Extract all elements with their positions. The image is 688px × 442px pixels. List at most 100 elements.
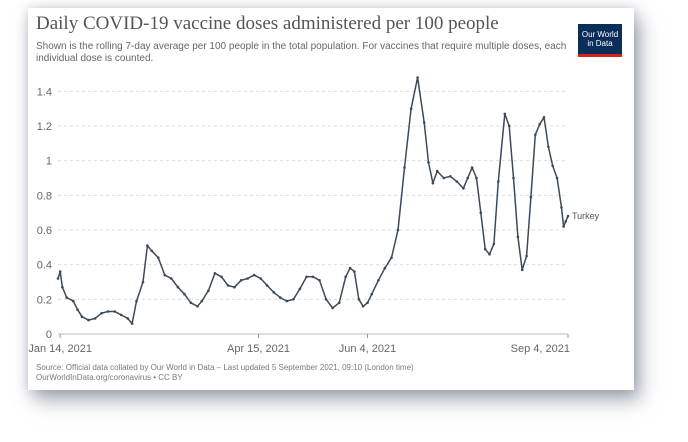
series-point-0-18: [150, 249, 153, 253]
y-tick-label-5: 1: [46, 156, 52, 168]
series-point-0-6: [80, 315, 84, 319]
series-point-0-81: [516, 235, 520, 239]
series-point-0-33: [246, 277, 249, 280]
series-point-0-58: [396, 228, 400, 232]
series-point-0-64: [431, 181, 435, 185]
series-point-0-12: [119, 313, 123, 317]
series-point-0-34: [252, 273, 256, 277]
series-point-0-85: [534, 133, 537, 136]
y-tick-label-6: 1.2: [37, 121, 52, 133]
series-label-0: Turkey: [572, 211, 600, 221]
series-point-0-60: [409, 107, 413, 110]
series-point-0-49: [348, 266, 352, 270]
series-point-0-63: [427, 161, 430, 164]
series-point-0-78: [503, 112, 507, 116]
series-point-0-44: [318, 279, 321, 282]
series-point-0-56: [383, 266, 387, 270]
series-point-0-77: [497, 180, 500, 183]
series-point-0-38: [279, 296, 282, 299]
series-point-0-5: [76, 308, 79, 312]
series-point-0-35: [259, 277, 262, 280]
series-point-0-93: [564, 220, 568, 223]
series-point-0-59: [403, 166, 406, 169]
chart-footer: Source: Official data collated by Our Wo…: [36, 363, 596, 383]
y-tick-label-3: 0.6: [37, 225, 52, 237]
series-point-0-80: [512, 176, 515, 180]
series-point-0-42: [305, 275, 308, 279]
series-point-0-47: [337, 301, 341, 305]
series-point-0-45: [324, 298, 328, 301]
series-point-0-50: [353, 270, 356, 273]
series-point-0-65: [435, 169, 439, 173]
series-point-0-14: [130, 322, 134, 325]
series-point-0-94: [566, 214, 570, 218]
series-point-0-62: [422, 121, 426, 124]
owid-logo[interactable]: Our World in Data: [578, 24, 622, 57]
logo-line-1: Our World: [581, 30, 619, 39]
series-point-0-19: [157, 256, 160, 259]
series-point-0-32: [239, 279, 243, 282]
series-point-0-25: [196, 305, 199, 308]
y-tick-label-0: 0: [46, 329, 52, 341]
series-point-0-91: [560, 206, 563, 209]
series-point-0-24: [189, 301, 193, 305]
source-url[interactable]: OurWorldInData.org/coronavirus • CC BY: [36, 373, 183, 382]
series-point-0-16: [141, 280, 145, 284]
y-tick-label-4: 0.8: [37, 190, 52, 202]
series-point-0-83: [525, 254, 528, 258]
chart-card-inner: Daily COVID-19 vaccine doses administere…: [28, 8, 634, 390]
series-point-0-9: [100, 311, 103, 315]
series-point-0-26: [200, 299, 204, 303]
series-point-0-13: [126, 317, 129, 320]
line-chart: 0 0.2 0.4 0.6 0.8 1 1.2 1.4 Jan 14, 2021 Apr 15, …: [28, 76, 600, 355]
series-point-0-8: [93, 317, 97, 320]
series-point-0-40: [292, 298, 295, 301]
x-tick-label-2: Jun 4, 2021: [339, 343, 397, 355]
series-point-0-53: [366, 301, 369, 305]
series-point-0-67: [449, 175, 452, 178]
series-point-0-66: [442, 176, 446, 180]
series-point-0-27: [207, 289, 210, 293]
series-point-0-87: [542, 116, 546, 119]
series-point-0-89: [551, 164, 554, 168]
series-point-0-84: [529, 195, 533, 199]
y-tick-label-7: 1.4: [37, 86, 52, 98]
series-point-0-29: [220, 275, 223, 279]
source-note: Source: Official data collated by Our Wo…: [36, 363, 414, 372]
series-point-0-61: [416, 76, 419, 79]
logo-line-2: in Data: [587, 39, 613, 48]
series-point-0-69: [462, 187, 465, 190]
series-point-0-7: [87, 318, 90, 322]
series-point-0-15: [135, 299, 138, 303]
series-point-0-1: [58, 270, 62, 273]
x-tick-label-3: Sep 4, 2021: [511, 343, 570, 355]
series-point-0-41: [298, 287, 302, 291]
series-point-0-71: [470, 166, 474, 169]
series-line-0: [57, 76, 569, 325]
series-point-0-30: [226, 284, 230, 287]
series-point-0-17: [146, 244, 149, 247]
series-point-0-88: [547, 145, 550, 149]
series-point-0-20: [163, 273, 167, 277]
series-point-0-11: [113, 310, 116, 313]
series-point-0-72: [475, 176, 478, 180]
series-point-0-51: [357, 298, 361, 301]
chart-subtitle: Shown is the rolling 7-day average per 1…: [36, 41, 567, 64]
series-point-0-74: [483, 247, 487, 251]
series-point-0-68: [455, 180, 459, 183]
series-point-0-70: [466, 176, 470, 180]
series-point-0-52: [361, 305, 365, 308]
series-point-0-2: [61, 285, 64, 289]
series-point-0-48: [344, 275, 348, 279]
series-point-0-31: [233, 285, 236, 289]
series-point-0-76: [492, 242, 496, 246]
series-point-0-82: [520, 268, 524, 272]
y-tick-label-2: 0.4: [37, 260, 52, 272]
series-point-0-75: [488, 253, 491, 256]
series-point-0-79: [507, 124, 511, 128]
series-point-0-10: [106, 310, 110, 313]
x-tick-label-1: Apr 15, 2021: [227, 343, 290, 355]
series-point-0-4: [72, 299, 75, 303]
x-tick-label-0: Jan 14, 2021: [28, 343, 92, 355]
series-point-0-90: [555, 176, 559, 180]
